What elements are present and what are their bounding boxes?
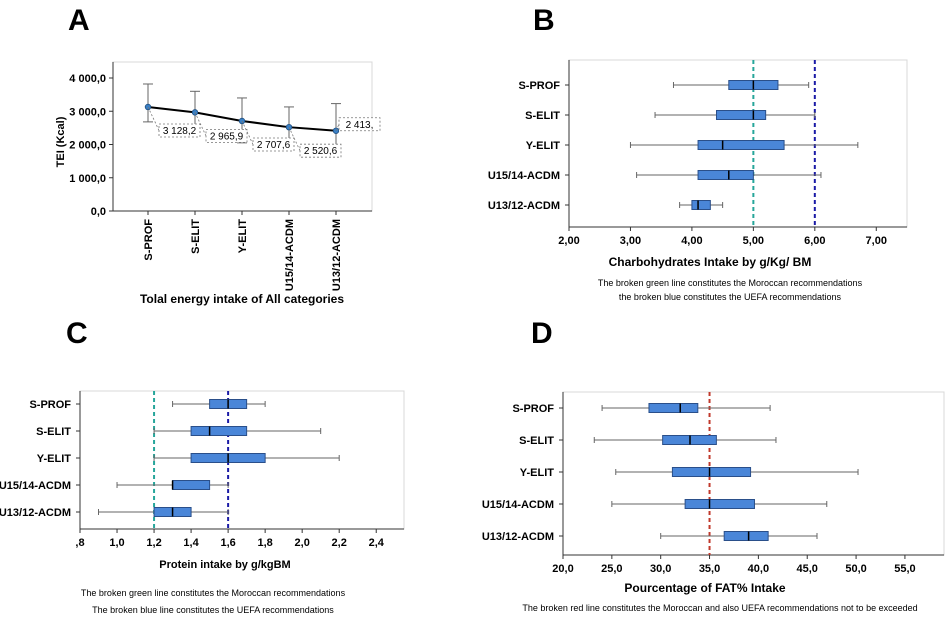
panel-d-category-label: U15/14-ACDM <box>482 499 554 511</box>
panel-c-box <box>172 480 211 490</box>
panel-b-xtick-label: 3,00 <box>620 235 641 247</box>
panel-letter-c: C <box>66 317 88 350</box>
panel-a-xtick-label: S-PROF <box>143 219 155 261</box>
panel-b-xtick-label: 2,00 <box>558 235 579 247</box>
panel-c-note-2: The broken blue line constitutes the UEF… <box>92 605 334 615</box>
panel-a-xtick-label: U13/12-ACDM <box>331 219 343 291</box>
panel-d-box <box>723 531 769 541</box>
panel-d-xtick-label: 45,0 <box>797 563 818 575</box>
panel-b-category-label: U13/12-ACDM <box>488 200 560 212</box>
panel-a-ytick-label: 4 000,0 <box>69 73 106 85</box>
panel-d-xtick-label: 50,0 <box>845 563 866 575</box>
panel-c-xlabel: Protein intake by g/kgBM <box>159 559 290 571</box>
panel-a-value-label: 2 413, <box>346 120 374 131</box>
panel-c-xtick-label: 1,8 <box>257 537 272 549</box>
panel-b-category-label: S-PROF <box>518 80 560 92</box>
panel-c-category-label: U15/14-ACDM <box>0 480 71 492</box>
panel-d-category-label: S-ELIT <box>519 435 554 447</box>
panel-letter-d: D <box>531 317 553 350</box>
panel-a-mean-point <box>238 117 246 125</box>
panel-b-xtick-label: 5,00 <box>743 235 764 247</box>
panel-b-box <box>697 140 785 150</box>
panel-b-category-label: Y-ELIT <box>526 140 561 152</box>
panel-c-category-label: U13/12-ACDM <box>0 507 71 519</box>
panel-a-label-box <box>338 117 381 132</box>
panel-d-category-label: Y-ELIT <box>520 467 555 479</box>
panel-c-xtick-label: 2,2 <box>332 537 347 549</box>
panel-a-label-leader <box>335 124 340 131</box>
panel-a-chart: 0,0 1 000,0 2 000,0 3 000,0 4 000,0 S-PROF S-E… <box>69 61 381 291</box>
panel-c-category-label: Y-ELIT <box>37 453 72 465</box>
panel-a-ytick-label: 0,0 <box>91 206 106 218</box>
panel-c-xtick-label: 1,4 <box>183 537 199 549</box>
panel-d-box <box>671 467 752 477</box>
panel-d-category-label: U13/12-ACDM <box>482 531 554 543</box>
panel-d-box <box>648 403 699 413</box>
panel-d-note-1: The broken red line constitutes the Moro… <box>522 603 917 613</box>
panel-b-category-label: U15/14-ACDM <box>488 170 560 182</box>
panel-c-xtick-label: 2,0 <box>295 537 310 549</box>
panel-a-label-leader <box>241 120 254 145</box>
panel-b-box <box>715 110 767 120</box>
panel-a-label-leader <box>194 112 207 137</box>
panel-a-label-box <box>158 123 201 138</box>
panel-a-ytick-label: 1 000,0 <box>69 173 106 185</box>
panel-a-ylabel: TEI (Kcal) <box>55 116 67 167</box>
panel-d-xtick-label: 30,0 <box>650 563 671 575</box>
panel-b-category-label: S-ELIT <box>525 110 560 122</box>
panel-c-xtick-label: 1,6 <box>220 537 235 549</box>
panel-letter-a: A <box>68 4 90 37</box>
panel-b-xtick-label: 7,00 <box>866 235 887 247</box>
panel-c-chart: ,8 1,0 1,2 1,4 1,6 1,8 2,0 2,2 2,4 S-PROF S-ELIT Y-… <box>0 390 405 549</box>
panel-d-xlabel: Pourcentage of FAT% Intake <box>624 581 785 595</box>
panel-a-value-label: 3 128,2 <box>163 126 197 137</box>
panel-d-xtick-label: 35,0 <box>699 563 720 575</box>
panel-c-xtick-label: ,8 <box>75 537 84 549</box>
panel-d-xtick-label: 20,0 <box>552 563 573 575</box>
panel-d-box <box>684 499 755 509</box>
panel-b-xtick-label: 4,00 <box>681 235 702 247</box>
panel-a-ytick-label: 2 000,0 <box>69 140 106 152</box>
panel-c-xtick-label: 1,0 <box>109 537 124 549</box>
panel-a-xlabel: Tolal energy intake of All categories <box>140 292 344 306</box>
panel-b-note-1: The broken green line constitutes the Mo… <box>598 278 863 288</box>
panel-d-xtick-label: 55,0 <box>894 563 915 575</box>
panel-c-category-label: S-PROF <box>29 399 71 411</box>
panel-b-box <box>697 170 754 180</box>
panel-b-xlabel: Charbohydrates Intake by g/Kg/ BM <box>609 255 812 269</box>
panel-b-box <box>691 200 711 210</box>
panel-a-label-leader <box>288 127 301 151</box>
panel-a-value-label: 2 707,6 <box>257 140 291 151</box>
panel-a-value-label: 2 520,6 <box>304 146 338 157</box>
panel-d-category-label: S-PROF <box>512 403 554 415</box>
panel-a-label-box <box>299 143 342 158</box>
panel-b-chart: 2,00 3,00 4,00 5,00 6,00 7,00 S-PROF S-ELIT Y-EL… <box>488 59 908 247</box>
panel-b-note-2: the broken blue constitutes the UEFA rec… <box>619 292 842 302</box>
panel-d-xtick-label: 40,0 <box>748 563 769 575</box>
panel-c-xtick-label: 1,2 <box>146 537 161 549</box>
panel-a-xtick-label: U15/14-ACDM <box>284 219 296 291</box>
panel-c-category-label: S-ELIT <box>36 426 71 438</box>
panel-a-label-box <box>205 128 248 143</box>
panel-a-xtick-label: S-ELIT <box>190 219 202 254</box>
panel-c-box <box>190 426 248 436</box>
panel-a-xtick-label: Y-ELIT <box>237 219 249 254</box>
panel-letter-b: B <box>533 4 555 37</box>
panel-d-xtick-label: 25,0 <box>601 563 622 575</box>
panel-a-value-label: 2 965,9 <box>210 131 244 142</box>
panel-d-chart: 20,0 25,0 30,0 35,0 40,0 45,0 50,0 55,0 S-PROF S-… <box>482 391 945 575</box>
panel-a-mean-point <box>191 109 199 116</box>
panel-c-xtick-label: 2,4 <box>369 537 385 549</box>
panel-c-note-1: The broken green line constitutes the Mo… <box>81 588 346 598</box>
panel-a-ytick-label: 3 000,0 <box>69 106 106 118</box>
panel-a-label-leader <box>147 106 160 131</box>
panel-b-xtick-label: 6,00 <box>804 235 825 247</box>
panel-a-label-box <box>252 137 295 152</box>
